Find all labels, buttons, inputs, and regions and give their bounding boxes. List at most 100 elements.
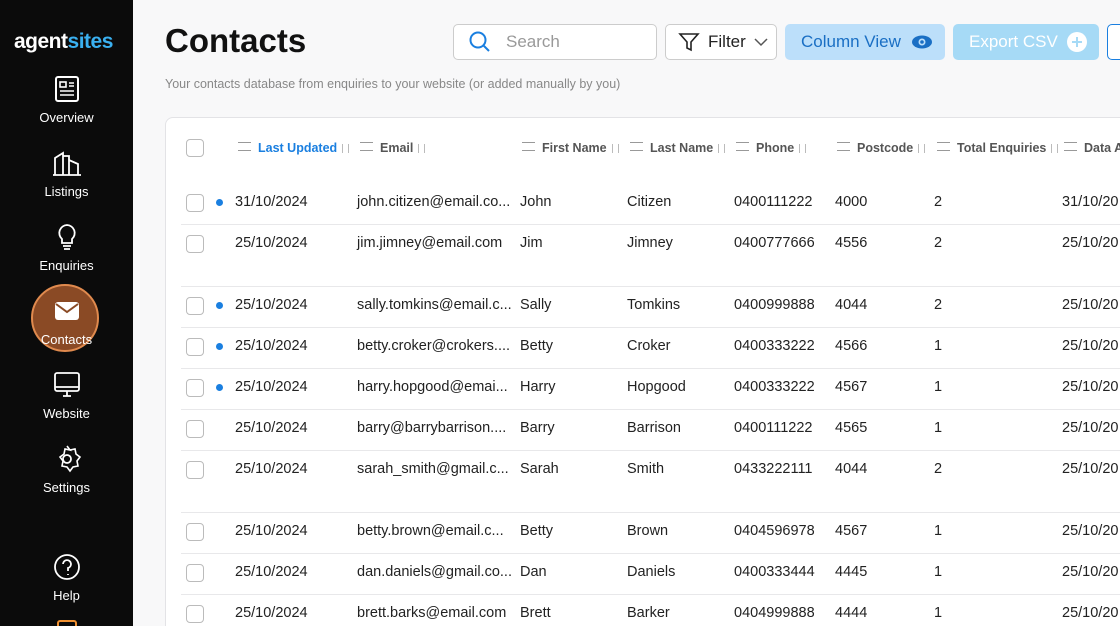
row-checkbox[interactable] — [186, 461, 204, 479]
table-cell: 4567 — [835, 379, 868, 395]
sort-icon — [1051, 144, 1059, 153]
sort-icon — [611, 144, 619, 153]
row-checkbox[interactable] — [186, 297, 204, 315]
table-cell: 25/10/2024 — [235, 235, 308, 251]
search-box[interactable]: Search — [453, 24, 657, 60]
nav-item[interactable]: Contacts — [0, 296, 133, 347]
row-checkbox[interactable] — [186, 235, 204, 253]
nav-label: Listings — [44, 184, 89, 199]
table-cell: Brown — [627, 523, 669, 539]
nav-label: Website — [43, 406, 90, 421]
new-indicator — [216, 199, 223, 206]
select-all-checkbox[interactable] — [186, 139, 204, 157]
row-separator — [181, 327, 1120, 328]
button-label: Export CSV — [969, 32, 1058, 51]
table-cell: 25/10/2024 — [235, 297, 308, 313]
row-checkbox[interactable] — [186, 605, 204, 623]
table-cell: 25/10/20 — [1062, 420, 1119, 436]
table-cell: 0400333222 — [734, 379, 815, 395]
nav-icon — [53, 554, 80, 580]
column-header[interactable]: Last Name — [630, 141, 726, 155]
table-cell: 25/10/2024 — [235, 379, 308, 395]
table-cell: 4000 — [835, 194, 868, 210]
active-highlight — [31, 284, 99, 352]
nav-icon — [54, 76, 79, 102]
table-cell: 25/10/20 — [1062, 235, 1119, 251]
drag-handle — [736, 142, 749, 151]
column-view-button[interactable]: Column View — [785, 24, 945, 60]
table-cell: 1 — [934, 605, 943, 621]
table-cell: 25/10/20 — [1062, 379, 1119, 395]
table-cell: 25/10/20 — [1062, 605, 1119, 621]
row-checkbox[interactable] — [186, 379, 204, 397]
table-cell: Barrison — [627, 420, 681, 436]
table-cell: Daniels — [627, 564, 676, 580]
row-checkbox[interactable] — [186, 194, 204, 212]
drag-handle — [837, 142, 850, 151]
row-separator — [181, 594, 1120, 595]
table-cell: 1 — [934, 523, 943, 539]
table-cell: 4567 — [835, 523, 868, 539]
column-title: Total Enquiries — [957, 141, 1047, 155]
header-separator — [181, 180, 1120, 181]
more-button[interactable] — [1107, 24, 1120, 60]
nav-icon — [54, 302, 79, 320]
column-header[interactable]: First Name — [522, 141, 619, 155]
nav-item[interactable]: Overview — [0, 74, 133, 125]
row-separator — [181, 286, 1120, 287]
nav-icon — [53, 372, 80, 397]
table-cell: 4044 — [835, 461, 868, 477]
table-cell: 0404596978 — [734, 523, 815, 539]
table-cell: Harry — [520, 379, 556, 395]
logo-part: agent — [14, 30, 68, 53]
table-cell: 25/10/20 — [1062, 523, 1119, 539]
table-cell: Citizen — [627, 194, 672, 210]
column-header[interactable]: Data A — [1064, 141, 1120, 155]
logo[interactable]: agentsites — [14, 30, 113, 54]
table-cell: 1 — [934, 338, 943, 354]
table-cell: 0400999888 — [734, 297, 815, 313]
chevron — [754, 38, 768, 47]
table-cell: Tomkins — [627, 297, 681, 313]
table-cell: 25/10/2024 — [235, 420, 308, 436]
table-cell: 1 — [934, 420, 943, 436]
nav-item[interactable]: Settings — [0, 444, 133, 495]
nav-item[interactable]: Website — [0, 370, 133, 421]
table-cell: 0433222111 — [734, 461, 813, 477]
column-header[interactable]: Email — [360, 141, 426, 155]
column-header[interactable]: Last Updated — [238, 141, 350, 155]
plus-icon — [1066, 32, 1087, 52]
row-checkbox[interactable] — [186, 338, 204, 356]
nav-item[interactable]: Help — [0, 552, 133, 603]
table-cell: John — [520, 194, 552, 210]
table-card — [165, 117, 1120, 626]
table-cell: Brett — [520, 605, 551, 621]
column-header[interactable]: Phone — [736, 141, 807, 155]
filter-button[interactable]: Filter — [665, 24, 777, 60]
nav-item[interactable]: Listings — [0, 148, 133, 199]
table-cell: 4444 — [835, 605, 868, 621]
column-title: First Name — [542, 141, 607, 155]
table-cell: john.citizen@email.co... — [357, 194, 511, 210]
sort-icon — [918, 144, 926, 153]
new-indicator — [216, 302, 223, 309]
table-cell: Hopgood — [627, 379, 686, 395]
row-checkbox[interactable] — [186, 564, 204, 582]
row-checkbox[interactable] — [186, 523, 204, 541]
sort-icon — [342, 144, 350, 153]
table-cell: 25/10/2024 — [235, 338, 308, 354]
column-header[interactable]: Total Enquiries — [937, 141, 1059, 155]
column-title: Phone — [756, 141, 795, 155]
table-cell: Betty — [520, 523, 554, 539]
button-label: Filter — [708, 32, 746, 51]
drag-handle — [238, 142, 251, 151]
page-title: Contacts — [165, 22, 307, 59]
nav-item[interactable]: Enquiries — [0, 222, 133, 273]
export-csv-button[interactable]: Export CSV — [953, 24, 1099, 60]
table-cell: 4566 — [835, 338, 868, 354]
eye-icon — [911, 35, 932, 49]
table-cell: 25/10/2024 — [235, 523, 308, 539]
column-header[interactable]: Postcode — [837, 141, 926, 155]
table-cell: sarah_smith@gmail.c... — [357, 461, 509, 477]
row-checkbox[interactable] — [186, 420, 204, 438]
